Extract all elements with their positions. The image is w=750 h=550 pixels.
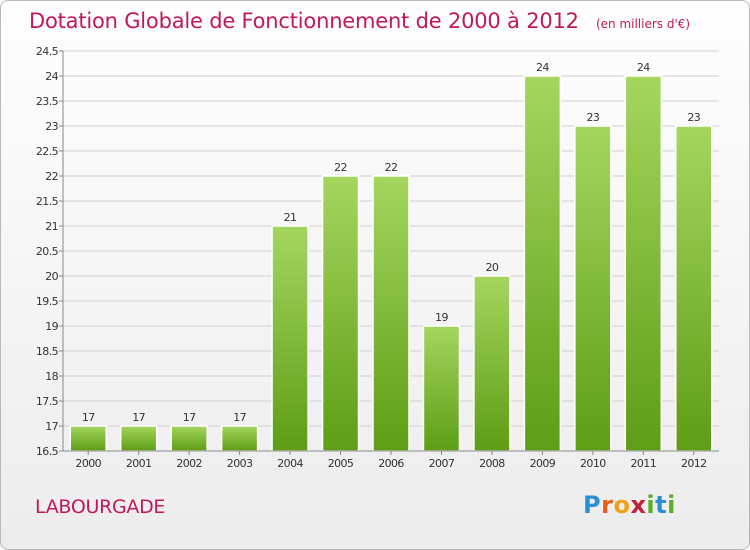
data-label-2005: 22 [334, 161, 347, 174]
bar-2005[interactable] [321, 175, 360, 452]
bar-2012[interactable] [675, 125, 713, 452]
x-tick-label-2000: 2000 [75, 457, 101, 470]
data-label-2001: 17 [132, 411, 145, 424]
data-label-2008: 20 [486, 261, 499, 274]
data-label-2012: 23 [687, 111, 700, 124]
bar-2002[interactable] [170, 425, 208, 452]
x-tick-label-2004: 2004 [277, 457, 303, 470]
bar-2010[interactable] [574, 125, 612, 452]
logo-letter: t [655, 491, 668, 519]
bar-2006[interactable] [372, 175, 410, 452]
y-tick-label: 18 [45, 370, 58, 383]
x-tick-label-2003: 2003 [227, 457, 253, 470]
data-label-2007: 19 [435, 311, 448, 324]
data-label-2006: 22 [385, 161, 398, 174]
data-label-2002: 17 [183, 411, 196, 424]
logo-letter: P [583, 491, 602, 519]
bar-2011[interactable] [624, 75, 663, 452]
proxiti-logo[interactable]: Proxiti [583, 491, 676, 519]
y-tick-label: 20.5 [36, 245, 59, 258]
x-tick-label-2005: 2005 [328, 457, 354, 470]
title-row: Dotation Globale de Fonctionnement de 20… [29, 9, 690, 33]
logo-letter: o [613, 491, 631, 519]
chart-title: Dotation Globale de Fonctionnement de 20… [29, 9, 579, 33]
y-tick-label: 24.5 [36, 45, 59, 58]
bar-2000[interactable] [69, 425, 107, 452]
y-tick-label: 19.5 [36, 295, 59, 308]
y-tick-label: 17 [45, 420, 58, 433]
logo-letter: i [667, 491, 676, 519]
bar-2003[interactable] [220, 425, 259, 452]
y-tick-label: 19 [45, 320, 58, 333]
x-tick-label-2007: 2007 [429, 457, 455, 470]
x-tick-label-2006: 2006 [378, 457, 404, 470]
bar-2009[interactable] [523, 75, 562, 452]
logo-letter: r [601, 491, 614, 519]
x-tick-label-2002: 2002 [176, 457, 202, 470]
x-tick-label-2010: 2010 [580, 457, 606, 470]
y-tick-label: 24 [45, 70, 58, 83]
data-label-2009: 24 [536, 61, 549, 74]
x-tick-label-2011: 2011 [631, 457, 657, 470]
y-tick-label: 22.5 [36, 145, 59, 158]
y-tick-label: 16.5 [36, 445, 59, 458]
bar-2008[interactable] [473, 275, 511, 452]
data-label-2004: 21 [284, 211, 297, 224]
x-tick-label-2008: 2008 [479, 457, 505, 470]
commune-name: LABOURGADE [35, 496, 166, 518]
y-tick-label: 21 [45, 220, 58, 233]
x-tick-label-2012: 2012 [681, 457, 707, 470]
logo-letter: i [646, 491, 656, 519]
data-label-2010: 23 [586, 111, 599, 124]
x-tick-label-2009: 2009 [530, 457, 556, 470]
y-tick-label: 23.5 [36, 95, 59, 108]
y-tick-label: 18.5 [36, 345, 59, 358]
y-tick-label: 22 [45, 170, 58, 183]
bar-2001[interactable] [119, 425, 158, 452]
data-label-2003: 17 [233, 411, 246, 424]
data-label-2011: 24 [637, 61, 650, 74]
bar-2004[interactable] [271, 225, 309, 452]
y-tick-label: 23 [45, 120, 58, 133]
data-label-2000: 17 [82, 411, 95, 424]
x-tick-label-2001: 2001 [126, 457, 152, 470]
y-tick-label: 17.5 [36, 395, 59, 408]
unit-note: (en milliers d'€) [595, 17, 691, 31]
y-tick-label: 20 [45, 270, 58, 283]
y-tick-label: 21.5 [36, 195, 59, 208]
bar-2007[interactable] [422, 325, 461, 452]
logo-letter: x [630, 491, 647, 519]
